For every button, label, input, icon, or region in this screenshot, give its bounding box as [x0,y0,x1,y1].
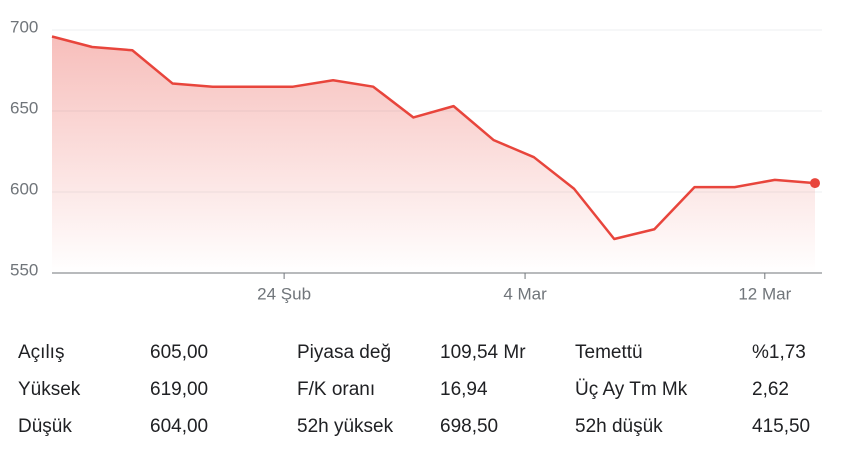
stat-value: 698,50 [440,416,499,437]
stat-label: 52h düşük [575,416,663,437]
x-tick-label: 4 Mar [503,284,547,303]
stat-label: 52h yüksek [297,416,394,437]
stat-label: Temettü [575,342,643,363]
stat-label: Açılış [18,342,65,363]
stat-label: Düşük [18,416,72,437]
price-line [51,35,816,241]
stat-value: 415,50 [752,416,811,437]
stat-label: F/K oranı [297,379,376,400]
stat-value: 604,00 [150,416,209,437]
x-tick-label: 12 Mar [738,284,791,303]
stat-label: Yüksek [18,379,81,400]
stat-value: %1,73 [752,342,806,363]
stat-value: 16,94 [440,379,488,400]
y-tick-label: 650 [10,98,38,117]
area-fill [52,36,815,274]
stat-label: Piyasa değ [297,342,392,363]
stat-value: 605,00 [150,342,209,363]
stat-value: 109,54 Mr [440,342,526,363]
y-tick-label: 600 [10,179,38,198]
stat-label: Üç Ay Tm Mk [575,379,688,400]
x-tick-label: 24 Şub [257,284,311,303]
stat-value: 2,62 [752,379,789,400]
chart: 550 600 650 700 24 Şub 4 Mar 12 Mar [10,17,822,303]
stat-value: 619,00 [150,379,209,400]
y-tick-label: 550 [10,260,38,279]
y-tick-label: 700 [10,17,38,36]
last-point [810,178,820,189]
